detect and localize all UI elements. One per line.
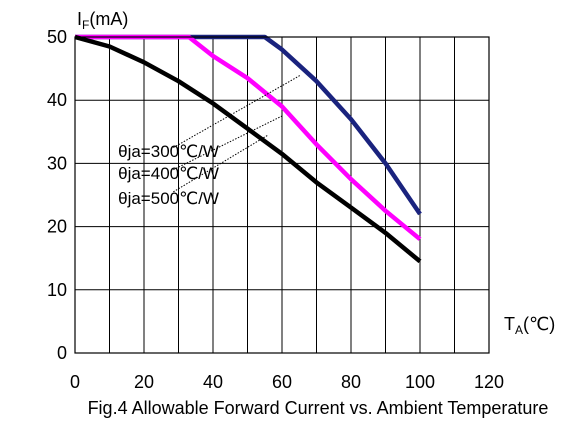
x-tick-label: 100	[405, 372, 435, 392]
x-tick-label: 80	[341, 372, 361, 392]
x-tick-label: 40	[203, 372, 223, 392]
tick-labels: 0 10 20 30 40 50 0 20 40 60 80 100 120	[47, 27, 504, 392]
y-tick-label: 50	[47, 27, 67, 47]
series-annotation: θja=400℃/W	[118, 164, 219, 183]
series-annotation: θja=500℃/W	[118, 189, 219, 208]
y-tick-label: 30	[47, 153, 67, 173]
figure-caption: Fig.4 Allowable Forward Current vs. Ambi…	[88, 398, 549, 418]
series-annotation: θja=300℃/W	[118, 142, 219, 161]
y-tick-label: 0	[57, 343, 67, 363]
y-tick-label: 40	[47, 90, 67, 110]
leader-line	[173, 115, 283, 171]
x-tick-label: 20	[134, 372, 154, 392]
grid	[75, 37, 489, 353]
y-tick-label: 20	[47, 217, 67, 237]
annotations: θja=300℃/W θja=400℃/W θja=500℃/W	[118, 74, 302, 208]
x-tick-label: 60	[272, 372, 292, 392]
plot-frame	[74, 36, 490, 354]
leader-line	[173, 134, 269, 193]
x-axis-label: TA(℃)	[504, 314, 555, 337]
y-tick-label: 10	[47, 280, 67, 300]
series-line	[75, 34, 422, 241]
series-line	[74, 34, 422, 264]
y-axis-label: IF(mA)	[77, 9, 128, 32]
leader-line	[173, 74, 302, 149]
plot-border	[74, 36, 490, 354]
x-tick-label: 120	[474, 372, 504, 392]
x-tick-label: 0	[70, 372, 80, 392]
